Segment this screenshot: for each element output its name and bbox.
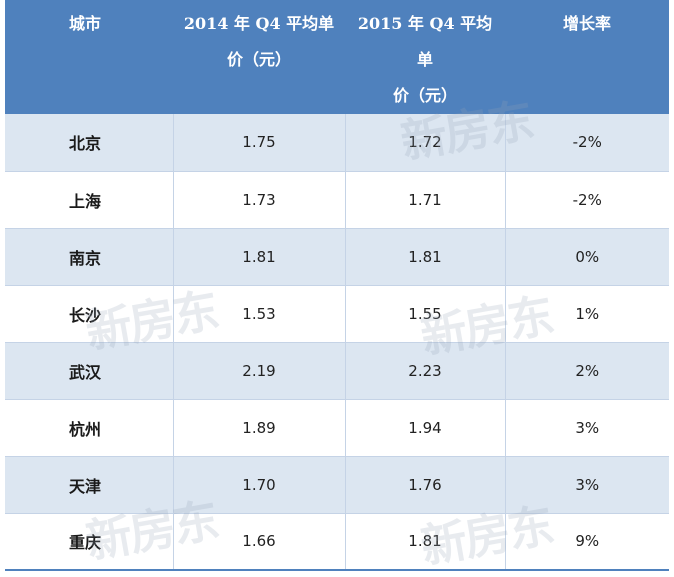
price-2015-cell: 1.71 bbox=[345, 171, 506, 229]
city-cell: 长沙 bbox=[5, 285, 174, 343]
price-2015-cell: 1.94 bbox=[345, 399, 506, 457]
table-row: 上海 1.73 1.71 -2% bbox=[5, 171, 669, 229]
price-2015-cell: 1.55 bbox=[345, 285, 506, 343]
price-2015-cell: 2.23 bbox=[345, 342, 506, 400]
city-cell: 南京 bbox=[5, 228, 174, 286]
table-row: 南京 1.81 1.81 0% bbox=[5, 228, 669, 286]
table-row: 北京 1.75 1.72 -2% bbox=[5, 114, 669, 172]
growth-rate-cell: -2% bbox=[505, 171, 669, 229]
city-cell: 天津 bbox=[5, 456, 174, 514]
price-2014-cell: 1.75 bbox=[173, 114, 346, 172]
header-city: 城市 bbox=[5, 0, 173, 114]
growth-rate-cell: 3% bbox=[505, 456, 669, 514]
header-growth-label: 增长率 bbox=[562, 14, 611, 33]
price-2014-cell: 2.19 bbox=[173, 342, 346, 400]
growth-rate-cell: 1% bbox=[505, 285, 669, 343]
growth-rate-cell: -2% bbox=[505, 114, 669, 172]
price-2014-cell: 1.89 bbox=[173, 399, 346, 457]
price-2014-cell: 1.66 bbox=[173, 513, 346, 571]
growth-rate-cell: 0% bbox=[505, 228, 669, 286]
city-cell: 北京 bbox=[5, 114, 174, 172]
header-2014-price: 2014 年 Q4 平均单 价（元） bbox=[173, 0, 345, 114]
price-2014-cell: 1.81 bbox=[173, 228, 346, 286]
price-2014-cell: 1.70 bbox=[173, 456, 346, 514]
growth-rate-cell: 9% bbox=[505, 513, 669, 571]
header-city-label: 城市 bbox=[69, 14, 102, 33]
price-2014-cell: 1.53 bbox=[173, 285, 346, 343]
price-2015-cell: 1.81 bbox=[345, 513, 506, 571]
header-2015-price: 2015 年 Q4 平均单 价（元） bbox=[345, 0, 505, 114]
header-growth: 增长率 bbox=[505, 0, 669, 114]
price-table-container: 城市 2014 年 Q4 平均单 价（元） 2015 年 Q4 平均单 价（元）… bbox=[5, 0, 669, 571]
city-cell: 杭州 bbox=[5, 399, 174, 457]
header-2015-line2: 价（元） bbox=[392, 86, 457, 105]
city-cell: 重庆 bbox=[5, 513, 174, 571]
table-row: 重庆 1.66 1.81 9% bbox=[5, 513, 669, 571]
growth-rate-cell: 3% bbox=[505, 399, 669, 457]
table-row: 长沙 1.53 1.55 1% bbox=[5, 285, 669, 343]
city-cell: 武汉 bbox=[5, 342, 174, 400]
header-2014-line2: 价（元） bbox=[226, 50, 291, 69]
price-2015-cell: 1.76 bbox=[345, 456, 506, 514]
price-2015-cell: 1.81 bbox=[345, 228, 506, 286]
table-header-row: 城市 2014 年 Q4 平均单 价（元） 2015 年 Q4 平均单 价（元）… bbox=[5, 0, 669, 114]
growth-rate-cell: 2% bbox=[505, 342, 669, 400]
price-comparison-table: 城市 2014 年 Q4 平均单 价（元） 2015 年 Q4 平均单 价（元）… bbox=[5, 0, 669, 571]
header-2014-line1: 2014 年 Q4 平均单 bbox=[183, 14, 335, 33]
table-row: 武汉 2.19 2.23 2% bbox=[5, 342, 669, 400]
price-2014-cell: 1.73 bbox=[173, 171, 346, 229]
table-body: 北京 1.75 1.72 -2% 上海 1.73 1.71 -2% 南京 1.81 1.81 0% 长沙… bbox=[5, 114, 669, 571]
table-row: 天津 1.70 1.76 3% bbox=[5, 456, 669, 514]
table-row: 杭州 1.89 1.94 3% bbox=[5, 399, 669, 457]
price-2015-cell: 1.72 bbox=[345, 114, 506, 172]
city-cell: 上海 bbox=[5, 171, 174, 229]
header-2015-line1: 2015 年 Q4 平均单 bbox=[357, 14, 493, 69]
